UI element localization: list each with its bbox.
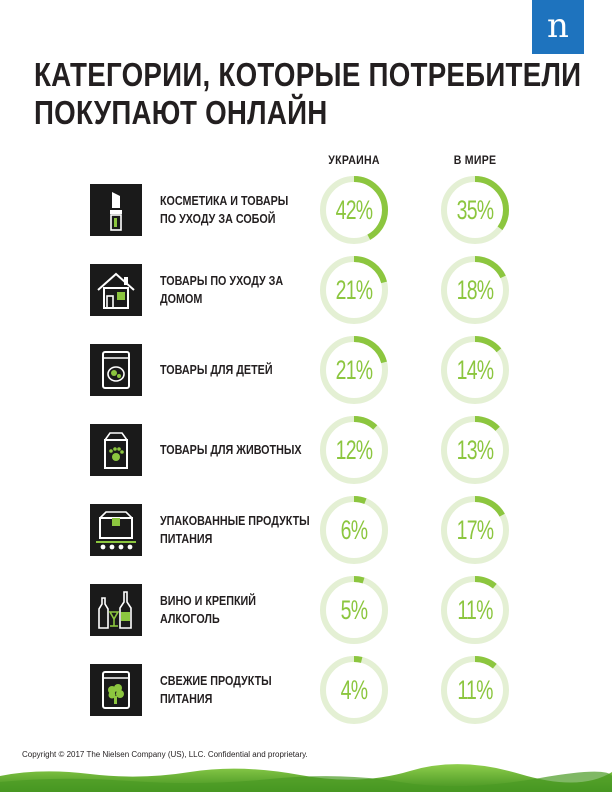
percent-world: 35%: [456, 194, 494, 225]
donut-value-arc: [320, 416, 388, 484]
percent-ukraine: 6%: [340, 514, 368, 545]
column-header-world: В МИРЕ: [453, 153, 497, 167]
category-label-line1: ТОВАРЫ ДЛЯ ДЕТЕЙ: [160, 363, 273, 377]
category-label-line2: АЛКОГОЛЬ: [160, 612, 220, 626]
category-label: УПАКОВАННЫЕ ПРОДУКТЫ ПИТАНИЯ: [160, 504, 310, 556]
donut-world-ring: [441, 176, 509, 244]
nielsen-logo-letter: n: [547, 6, 569, 46]
donut-world-ring: [441, 576, 509, 644]
percent-ukraine: 42%: [335, 194, 373, 225]
page-title: КАТЕГОРИИ, КОТОРЫЕ ПОТРЕБИТЕЛИ ПОКУПАЮТ …: [34, 56, 581, 132]
donut-value-arc: [320, 496, 388, 564]
copyright-footer: Copyright © 2017 The Nielsen Company (US…: [22, 750, 308, 759]
donut-world: 18%: [439, 254, 511, 326]
percent-world: 11%: [457, 674, 493, 705]
category-label-line2: ПИТАНИЯ: [160, 532, 213, 546]
donut-world: 35%: [439, 174, 511, 246]
package-conveyor-icon: [90, 504, 142, 556]
donut-value-arc: [441, 336, 509, 404]
donut-world: 13%: [439, 414, 511, 486]
percent-ukraine: 12%: [335, 434, 373, 465]
donut-value-arc: [320, 176, 388, 244]
donut-ukraine-ring: [320, 416, 388, 484]
percent-world: 18%: [456, 274, 494, 305]
category-label-line1: СВЕЖИЕ ПРОДУКТЫ: [160, 674, 272, 688]
house-icon: [90, 264, 142, 316]
category-label: ВИНО И КРЕПКИЙ АЛКОГОЛЬ: [160, 584, 289, 636]
category-label: КОСМЕТИКА И ТОВАРЫ ПО УХОДУ ЗА СОБОЙ: [160, 184, 289, 236]
lipstick-icon: [90, 184, 142, 236]
donut-world: 17%: [439, 494, 511, 566]
donut-world: 11%: [439, 654, 511, 726]
donut-world-ring: [441, 256, 509, 324]
donut-world-ring: [441, 496, 509, 564]
donut-ukraine: 42%: [318, 174, 390, 246]
percent-ukraine: 4%: [340, 674, 368, 705]
nielsen-logo: n: [532, 0, 584, 54]
donut-value-arc: [441, 416, 509, 484]
percent-world: 13%: [456, 434, 494, 465]
category-label-line2: ДОМОМ: [160, 292, 203, 306]
category-label-line2: ПО УХОДУ ЗА СОБОЙ: [160, 212, 276, 226]
donut-value-arc: [441, 496, 509, 564]
page-title-line2: ПОКУПАЮТ ОНЛАЙН: [34, 94, 328, 131]
donut-value-arc: [441, 576, 509, 644]
page-title-line1: КАТЕГОРИИ, КОТОРЫЕ ПОТРЕБИТЕЛИ: [34, 56, 582, 93]
percent-world: 14%: [456, 354, 494, 385]
category-label-line1: ТОВАРЫ ДЛЯ ЖИВОТНЫХ: [160, 443, 302, 457]
donut-value-arc: [441, 256, 509, 324]
category-row-alcohol: ВИНО И КРЕПКИЙ АЛКОГОЛЬ 5% 11%: [0, 576, 612, 644]
donut-ukraine-ring: [320, 576, 388, 644]
donut-world-ring: [441, 656, 509, 724]
donut-value-arc: [320, 256, 388, 324]
donut-ukraine: 21%: [318, 254, 390, 326]
category-row-cosmetics: КОСМЕТИКА И ТОВАРЫ ПО УХОДУ ЗА СОБОЙ 42% …: [0, 176, 612, 244]
donut-world-ring: [441, 336, 509, 404]
category-row-baby: ТОВАРЫ ДЛЯ ДЕТЕЙ 21% 14%: [0, 336, 612, 404]
percent-ukraine: 21%: [335, 274, 373, 305]
donut-value-arc: [320, 576, 388, 644]
category-row-home-care: ТОВАРЫ ПО УХОДУ ЗА ДОМОМ 21% 18%: [0, 256, 612, 324]
donut-ukraine-ring: [320, 496, 388, 564]
donut-value-arc: [441, 656, 509, 724]
column-header-ukraine: УКРАИНА: [328, 153, 380, 167]
donut-world: 11%: [439, 574, 511, 646]
fresh-produce-icon: [90, 664, 142, 716]
donut-value-arc: [320, 656, 388, 724]
donut-ukraine: 12%: [318, 414, 390, 486]
category-label: ТОВАРЫ ДЛЯ ДЕТЕЙ: [160, 344, 289, 396]
category-label-line1: УПАКОВАННЫЕ ПРОДУКТЫ: [160, 514, 310, 528]
category-label: СВЕЖИЕ ПРОДУКТЫ ПИТАНИЯ: [160, 664, 289, 716]
category-label-line1: ВИНО И КРЕПКИЙ: [160, 594, 256, 608]
percent-world: 11%: [457, 594, 493, 625]
donut-ukraine: 5%: [318, 574, 390, 646]
percent-world: 17%: [456, 514, 494, 545]
donut-world: 14%: [439, 334, 511, 406]
category-label-line1: ТОВАРЫ ПО УХОДУ ЗА: [160, 274, 284, 288]
donut-ukraine-ring: [320, 176, 388, 244]
percent-ukraine: 5%: [340, 594, 368, 625]
donut-ukraine: 4%: [318, 654, 390, 726]
category-label-line2: ПИТАНИЯ: [160, 692, 213, 706]
category-row-packaged-food: УПАКОВАННЫЕ ПРОДУКТЫ ПИТАНИЯ 6% 17%: [0, 496, 612, 564]
grass-decoration: [0, 764, 612, 792]
donut-ukraine: 21%: [318, 334, 390, 406]
category-row-fresh-food: СВЕЖИЕ ПРОДУКТЫ ПИТАНИЯ 4% 11%: [0, 656, 612, 724]
donut-world-ring: [441, 416, 509, 484]
donut-value-arc: [320, 336, 388, 404]
donut-value-arc: [441, 176, 509, 244]
donut-ukraine: 6%: [318, 494, 390, 566]
donut-ukraine-ring: [320, 256, 388, 324]
category-label: ТОВАРЫ ПО УХОДУ ЗА ДОМОМ: [160, 264, 289, 316]
wine-bottles-icon: [90, 584, 142, 636]
pet-food-icon: [90, 424, 142, 476]
percent-ukraine: 21%: [335, 354, 373, 385]
donut-ukraine-ring: [320, 336, 388, 404]
category-label-line1: КОСМЕТИКА И ТОВАРЫ: [160, 194, 289, 208]
baby-food-icon: [90, 344, 142, 396]
category-row-pets: ТОВАРЫ ДЛЯ ЖИВОТНЫХ 12% 13%: [0, 416, 612, 484]
donut-ukraine-ring: [320, 656, 388, 724]
category-label: ТОВАРЫ ДЛЯ ЖИВОТНЫХ: [160, 424, 302, 476]
